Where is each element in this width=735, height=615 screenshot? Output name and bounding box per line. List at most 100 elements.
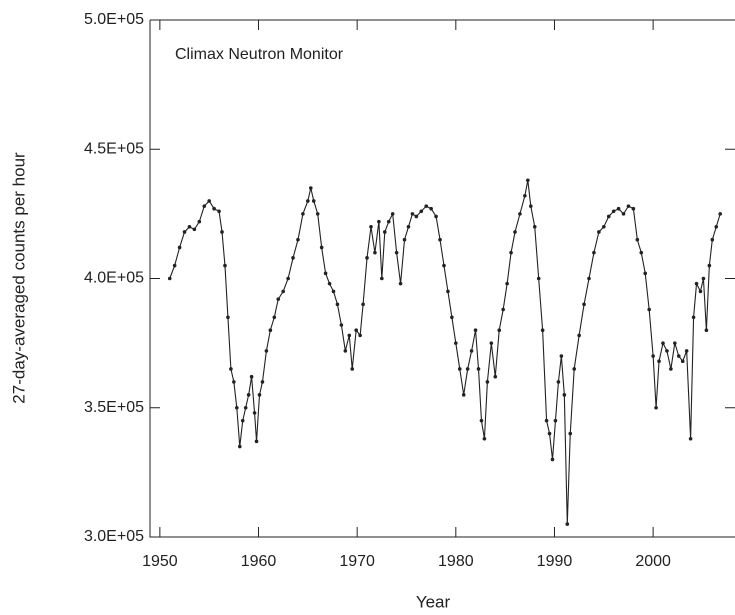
- data-point: [469, 349, 474, 353]
- x-tick-label: 1990: [537, 553, 573, 570]
- y-tick-label: 5.0E+05: [84, 11, 144, 28]
- data-point: [365, 256, 369, 260]
- data-point: [232, 380, 236, 384]
- data-point: [673, 341, 677, 345]
- data-point: [550, 457, 555, 462]
- data-point: [402, 237, 407, 242]
- data-point: [343, 349, 348, 353]
- data-point: [429, 206, 433, 211]
- data-point: [410, 212, 415, 216]
- data-point: [172, 263, 177, 268]
- data-point: [207, 199, 211, 203]
- data-point: [536, 276, 541, 281]
- data-point: [339, 323, 344, 327]
- data-point: [438, 237, 442, 242]
- data-point: [572, 367, 576, 371]
- data-point: [597, 230, 601, 234]
- data-point: [639, 250, 644, 255]
- data-point: [688, 436, 693, 441]
- data-point: [457, 367, 462, 371]
- data-point: [311, 199, 316, 203]
- data-point: [643, 271, 648, 276]
- data-point: [714, 225, 719, 229]
- data-point: [698, 289, 703, 294]
- data-point: [482, 436, 487, 441]
- data-point: [476, 367, 481, 371]
- data-point: [268, 328, 273, 333]
- data-point: [592, 250, 596, 255]
- data-point: [691, 315, 696, 320]
- data-point: [547, 431, 552, 436]
- data-point: [454, 341, 458, 345]
- data-point: [626, 204, 631, 208]
- x-tick-label: 2000: [635, 553, 671, 570]
- data-point: [406, 225, 411, 229]
- data-point: [565, 522, 570, 526]
- data-point: [461, 393, 466, 397]
- data-point: [382, 230, 387, 234]
- data-point: [523, 193, 527, 198]
- data-point: [226, 315, 230, 320]
- data-point: [202, 204, 207, 208]
- data-point: [532, 225, 537, 229]
- data-point: [606, 214, 611, 219]
- data-point: [394, 250, 399, 255]
- data-point: [631, 206, 636, 211]
- data-point: [661, 341, 665, 345]
- data-point: [414, 214, 419, 219]
- data-point: [260, 380, 265, 384]
- data-point: [301, 212, 305, 216]
- data-point: [577, 333, 581, 338]
- data-point: [701, 276, 706, 281]
- data-point: [327, 281, 332, 286]
- data-point: [704, 328, 709, 333]
- data-point: [540, 328, 545, 333]
- data-point: [694, 281, 699, 286]
- data-point: [182, 230, 187, 234]
- data-point: [229, 367, 233, 371]
- data-point: [377, 219, 381, 224]
- data-point: [489, 341, 494, 345]
- data-point: [544, 418, 549, 423]
- x-axis-label: Year: [416, 592, 451, 611]
- data-point: [601, 225, 606, 229]
- data-point: [177, 245, 182, 250]
- data-point: [654, 405, 658, 410]
- x-tick-label: 1960: [241, 553, 277, 570]
- data-point: [559, 354, 564, 358]
- data-point: [315, 212, 320, 216]
- data-point: [276, 297, 281, 301]
- data-point: [197, 219, 202, 224]
- data-point: [243, 405, 248, 410]
- data-point: [264, 349, 269, 353]
- data-point: [323, 271, 328, 276]
- data-point: [257, 393, 262, 397]
- data-point: [526, 178, 530, 183]
- data-point: [358, 333, 362, 338]
- data-point: [501, 307, 505, 312]
- data-point: [398, 281, 403, 286]
- data-point: [291, 256, 295, 260]
- data-point: [556, 380, 561, 384]
- data-point: [465, 367, 470, 371]
- data-point: [361, 302, 365, 307]
- data-point: [390, 212, 395, 216]
- data-point: [582, 302, 586, 307]
- data-point: [680, 359, 685, 364]
- data-point: [669, 367, 673, 371]
- data-point: [434, 214, 438, 219]
- data-point: [518, 212, 522, 216]
- data-point: [220, 230, 224, 234]
- data-point: [665, 349, 669, 353]
- data-point: [505, 281, 509, 286]
- data-point: [446, 289, 450, 294]
- data-point: [419, 209, 424, 214]
- data-point: [611, 209, 616, 214]
- data-point: [657, 359, 661, 364]
- y-tick-label: 4.0E+05: [84, 270, 144, 287]
- y-axis-label: 27-day-averaged counts per hour: [9, 152, 28, 404]
- data-point: [235, 405, 239, 410]
- data-point: [296, 237, 300, 242]
- data-point: [386, 219, 391, 224]
